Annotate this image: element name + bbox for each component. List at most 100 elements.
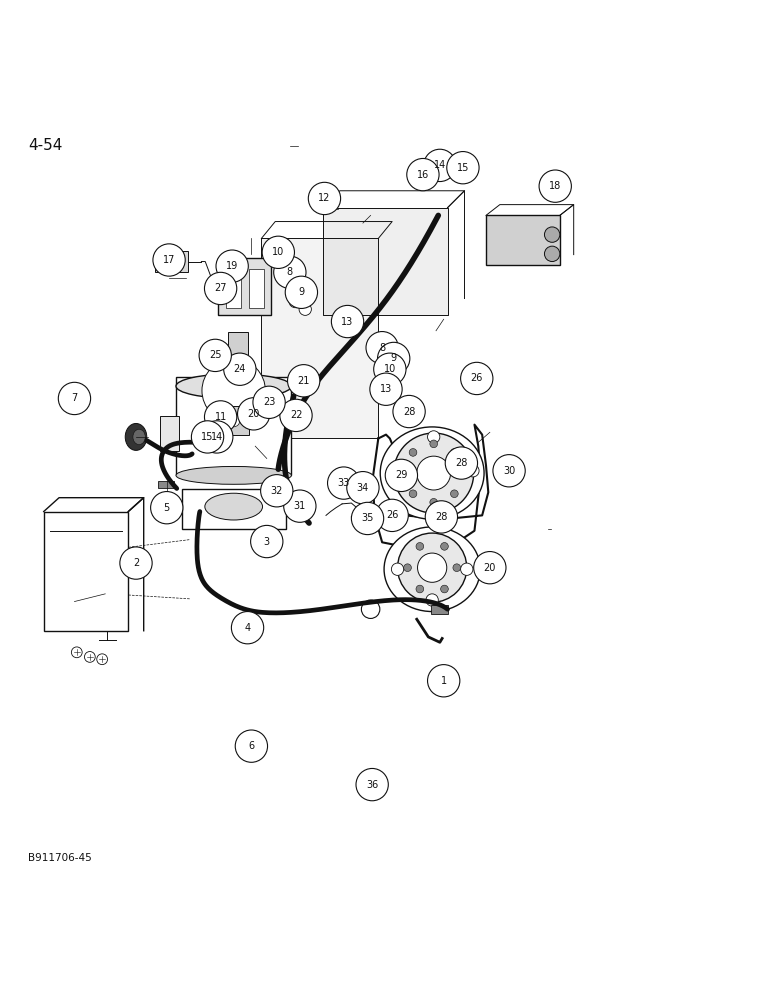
Circle shape bbox=[251, 525, 283, 558]
Circle shape bbox=[416, 585, 424, 593]
Ellipse shape bbox=[228, 414, 240, 427]
Circle shape bbox=[426, 594, 438, 606]
Text: 8: 8 bbox=[379, 343, 385, 353]
Circle shape bbox=[393, 395, 425, 428]
Circle shape bbox=[253, 386, 285, 418]
Circle shape bbox=[153, 244, 185, 276]
Text: 23: 23 bbox=[263, 397, 276, 407]
Circle shape bbox=[388, 471, 400, 483]
Circle shape bbox=[398, 533, 467, 602]
Bar bbox=[181, 489, 286, 529]
Text: 6: 6 bbox=[249, 741, 255, 751]
Circle shape bbox=[120, 547, 152, 579]
Circle shape bbox=[544, 227, 560, 242]
Bar bbox=[229, 332, 248, 363]
Bar bbox=[431, 605, 448, 614]
Circle shape bbox=[351, 502, 384, 535]
Text: 25: 25 bbox=[209, 350, 222, 360]
Circle shape bbox=[430, 498, 438, 506]
Bar bbox=[249, 269, 265, 308]
Circle shape bbox=[224, 353, 256, 385]
Text: 33: 33 bbox=[337, 478, 350, 488]
Circle shape bbox=[261, 475, 293, 507]
Circle shape bbox=[430, 440, 438, 448]
Circle shape bbox=[283, 490, 316, 522]
Text: 14: 14 bbox=[434, 160, 446, 170]
Bar bbox=[160, 416, 179, 451]
Ellipse shape bbox=[176, 466, 291, 484]
Bar bbox=[226, 269, 242, 308]
Text: 11: 11 bbox=[215, 412, 227, 422]
Text: 17: 17 bbox=[163, 255, 175, 265]
Circle shape bbox=[416, 543, 424, 550]
Ellipse shape bbox=[176, 374, 291, 398]
Circle shape bbox=[417, 456, 451, 490]
Circle shape bbox=[201, 421, 233, 453]
Circle shape bbox=[385, 459, 418, 492]
Circle shape bbox=[376, 499, 408, 532]
Text: 31: 31 bbox=[293, 501, 306, 511]
Text: 34: 34 bbox=[357, 483, 369, 493]
Circle shape bbox=[232, 612, 264, 644]
Circle shape bbox=[279, 399, 312, 432]
Circle shape bbox=[467, 465, 479, 477]
Circle shape bbox=[378, 352, 390, 364]
Ellipse shape bbox=[384, 527, 480, 612]
Circle shape bbox=[71, 647, 82, 658]
Bar bbox=[218, 406, 249, 435]
Text: 13: 13 bbox=[380, 384, 392, 394]
Circle shape bbox=[347, 472, 379, 504]
Ellipse shape bbox=[133, 429, 145, 445]
Circle shape bbox=[287, 365, 320, 397]
Circle shape bbox=[441, 585, 449, 593]
Bar bbox=[44, 512, 128, 631]
Circle shape bbox=[308, 182, 340, 215]
Circle shape bbox=[404, 564, 411, 572]
Circle shape bbox=[235, 730, 268, 762]
Text: 18: 18 bbox=[549, 181, 561, 191]
Text: 27: 27 bbox=[215, 283, 227, 293]
Text: B911706-45: B911706-45 bbox=[29, 853, 92, 863]
Circle shape bbox=[445, 447, 478, 479]
Circle shape bbox=[425, 501, 458, 533]
Text: 20: 20 bbox=[248, 409, 260, 419]
Text: 10: 10 bbox=[384, 364, 396, 374]
Text: 4: 4 bbox=[245, 623, 251, 633]
Circle shape bbox=[424, 149, 456, 182]
Ellipse shape bbox=[125, 423, 147, 450]
Circle shape bbox=[461, 563, 473, 575]
Text: 9: 9 bbox=[391, 353, 397, 363]
Circle shape bbox=[378, 342, 410, 375]
Circle shape bbox=[451, 449, 459, 456]
Circle shape bbox=[401, 469, 408, 477]
Circle shape bbox=[539, 170, 571, 202]
Circle shape bbox=[356, 768, 388, 801]
Text: 26: 26 bbox=[386, 510, 398, 520]
Text: 14: 14 bbox=[211, 432, 223, 442]
Polygon shape bbox=[262, 238, 378, 438]
Text: 7: 7 bbox=[71, 393, 78, 403]
Text: 2: 2 bbox=[133, 558, 139, 568]
Text: 36: 36 bbox=[366, 780, 378, 790]
Circle shape bbox=[205, 401, 237, 433]
Bar bbox=[486, 215, 560, 265]
Text: 29: 29 bbox=[395, 470, 408, 480]
Text: 26: 26 bbox=[471, 373, 483, 383]
Text: 15: 15 bbox=[457, 163, 469, 173]
Circle shape bbox=[461, 362, 493, 395]
Text: 35: 35 bbox=[361, 513, 374, 523]
Circle shape bbox=[544, 246, 560, 262]
Circle shape bbox=[151, 492, 183, 524]
Circle shape bbox=[407, 158, 439, 191]
Circle shape bbox=[367, 345, 380, 357]
Circle shape bbox=[262, 236, 294, 268]
Circle shape bbox=[409, 490, 417, 498]
Circle shape bbox=[191, 421, 224, 453]
Circle shape bbox=[327, 467, 360, 499]
Text: 21: 21 bbox=[297, 376, 310, 386]
Text: 32: 32 bbox=[270, 486, 283, 496]
Circle shape bbox=[409, 449, 417, 456]
Text: 16: 16 bbox=[417, 170, 429, 180]
Text: 4-54: 4-54 bbox=[29, 138, 63, 153]
Circle shape bbox=[274, 256, 306, 288]
